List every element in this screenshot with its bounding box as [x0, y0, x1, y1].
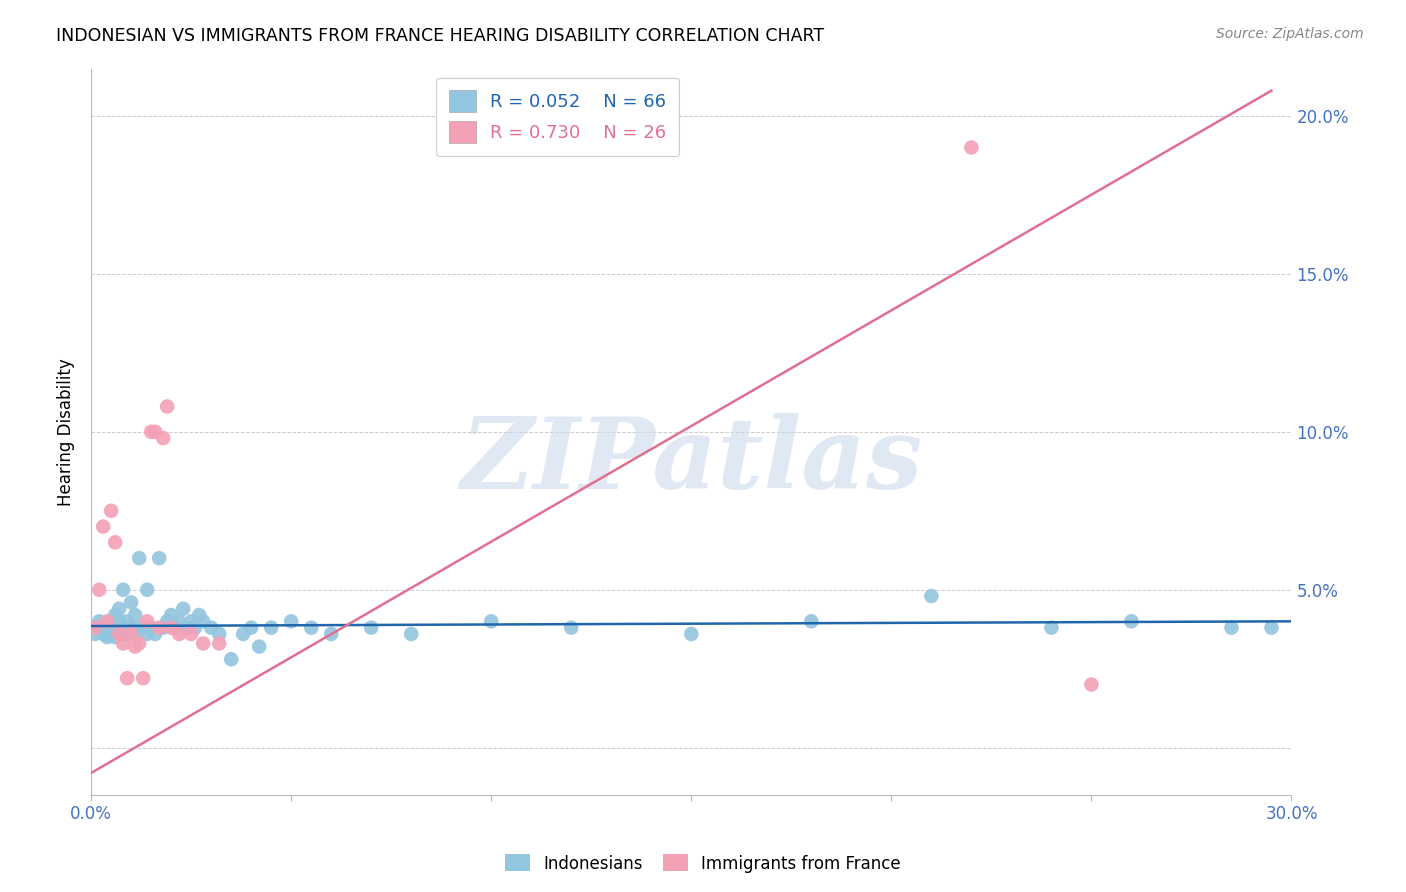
- Point: [136, 615, 159, 629]
- Point: [108, 601, 131, 615]
- Point: [132, 621, 155, 635]
- Point: [920, 589, 942, 603]
- Point: [108, 627, 131, 641]
- Point: [91, 519, 114, 533]
- Point: [299, 621, 322, 635]
- Point: [115, 627, 138, 641]
- Point: [84, 621, 107, 635]
- Point: [960, 140, 983, 154]
- Point: [96, 621, 118, 635]
- Point: [208, 627, 231, 641]
- Point: [128, 621, 150, 635]
- Point: [560, 621, 582, 635]
- Point: [124, 640, 146, 654]
- Text: Source: ZipAtlas.com: Source: ZipAtlas.com: [1216, 27, 1364, 41]
- Point: [89, 621, 111, 635]
- Point: [148, 551, 170, 566]
- Point: [143, 627, 166, 641]
- Point: [160, 607, 183, 622]
- Point: [180, 627, 202, 641]
- Point: [360, 621, 382, 635]
- Point: [219, 652, 242, 666]
- Point: [100, 615, 122, 629]
- Legend: Indonesians, Immigrants from France: Indonesians, Immigrants from France: [499, 847, 907, 880]
- Point: [479, 615, 502, 629]
- Point: [208, 636, 231, 650]
- Point: [188, 607, 211, 622]
- Point: [100, 504, 122, 518]
- Point: [136, 582, 159, 597]
- Point: [104, 607, 127, 622]
- Point: [193, 615, 215, 629]
- Point: [200, 621, 222, 635]
- Point: [280, 615, 302, 629]
- Point: [156, 615, 179, 629]
- Point: [112, 627, 135, 641]
- Point: [160, 621, 183, 635]
- Point: [148, 621, 170, 635]
- Point: [184, 621, 207, 635]
- Point: [89, 615, 111, 629]
- Point: [800, 615, 823, 629]
- Point: [136, 627, 159, 641]
- Point: [132, 671, 155, 685]
- Point: [176, 621, 198, 635]
- Point: [112, 582, 135, 597]
- Point: [112, 636, 135, 650]
- Point: [100, 621, 122, 635]
- Point: [115, 671, 138, 685]
- Point: [89, 582, 111, 597]
- Point: [128, 636, 150, 650]
- Point: [115, 615, 138, 629]
- Point: [124, 607, 146, 622]
- Legend: R = 0.052    N = 66, R = 0.730    N = 26: R = 0.052 N = 66, R = 0.730 N = 26: [436, 78, 679, 156]
- Point: [1121, 615, 1143, 629]
- Point: [112, 621, 135, 635]
- Point: [167, 627, 190, 641]
- Point: [240, 621, 263, 635]
- Text: INDONESIAN VS IMMIGRANTS FROM FRANCE HEARING DISABILITY CORRELATION CHART: INDONESIAN VS IMMIGRANTS FROM FRANCE HEA…: [56, 27, 824, 45]
- Point: [156, 400, 179, 414]
- Point: [120, 627, 142, 641]
- Point: [321, 627, 343, 641]
- Point: [104, 535, 127, 549]
- Point: [124, 627, 146, 641]
- Point: [1080, 677, 1102, 691]
- Point: [172, 601, 194, 615]
- Point: [143, 425, 166, 439]
- Point: [1040, 621, 1063, 635]
- Point: [96, 615, 118, 629]
- Point: [1220, 621, 1243, 635]
- Point: [96, 630, 118, 644]
- Point: [167, 615, 190, 629]
- Point: [152, 621, 174, 635]
- Point: [128, 551, 150, 566]
- Point: [91, 624, 114, 638]
- Text: ZIPatlas: ZIPatlas: [460, 413, 922, 509]
- Point: [104, 630, 127, 644]
- Point: [247, 640, 270, 654]
- Point: [681, 627, 703, 641]
- Point: [141, 425, 163, 439]
- Point: [84, 627, 107, 641]
- Point: [120, 595, 142, 609]
- Point: [108, 615, 131, 629]
- Point: [152, 431, 174, 445]
- Point: [180, 615, 202, 629]
- Point: [91, 627, 114, 641]
- Point: [141, 621, 163, 635]
- Point: [91, 617, 114, 632]
- Point: [100, 627, 122, 641]
- Point: [399, 627, 422, 641]
- Point: [232, 627, 254, 641]
- Point: [1260, 621, 1282, 635]
- Point: [115, 624, 138, 638]
- Point: [193, 636, 215, 650]
- Point: [260, 621, 283, 635]
- Y-axis label: Hearing Disability: Hearing Disability: [58, 358, 75, 506]
- Point: [108, 624, 131, 638]
- Point: [120, 621, 142, 635]
- Point: [165, 621, 187, 635]
